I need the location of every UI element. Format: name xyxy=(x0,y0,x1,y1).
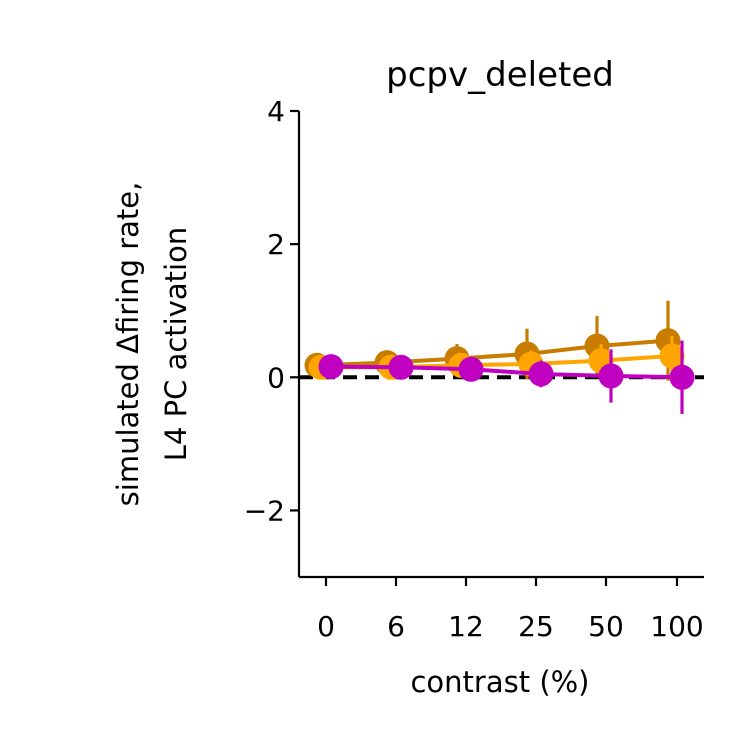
x-ticks: 0 6 12 25 50 100 xyxy=(317,577,704,643)
series-3 xyxy=(318,340,695,414)
x-tick-label: 100 xyxy=(650,610,703,643)
y-tick-label: 0 xyxy=(267,361,285,394)
y-ticks: 4 2 0 −2 xyxy=(244,95,299,527)
x-tick-label: 50 xyxy=(588,610,624,643)
y-tick-label: 2 xyxy=(267,228,285,261)
y-tick-label: 4 xyxy=(267,95,285,128)
chart-title: pcpv_deleted xyxy=(386,55,614,95)
x-axis-label: contrast (%) xyxy=(410,665,589,699)
x-tick-label: 12 xyxy=(448,610,484,643)
data-point xyxy=(659,343,685,369)
x-tick-label: 25 xyxy=(518,610,554,643)
data-point xyxy=(528,361,554,387)
y-axis-label-line-1: simulated Δfiring rate, xyxy=(111,182,145,507)
x-tick-label: 6 xyxy=(387,610,405,643)
y-tick-label: −2 xyxy=(244,494,285,527)
data-point xyxy=(669,364,695,390)
data-point xyxy=(458,356,484,382)
x-tick-label: 0 xyxy=(317,610,335,643)
data-point xyxy=(388,354,414,380)
data-point xyxy=(598,363,624,389)
y-axis-label: simulated Δfiring rate, L4 PC activation xyxy=(111,182,193,507)
y-axis-label-line-2: L4 PC activation xyxy=(159,227,193,461)
data-point xyxy=(318,354,344,380)
series-layer xyxy=(304,300,695,414)
